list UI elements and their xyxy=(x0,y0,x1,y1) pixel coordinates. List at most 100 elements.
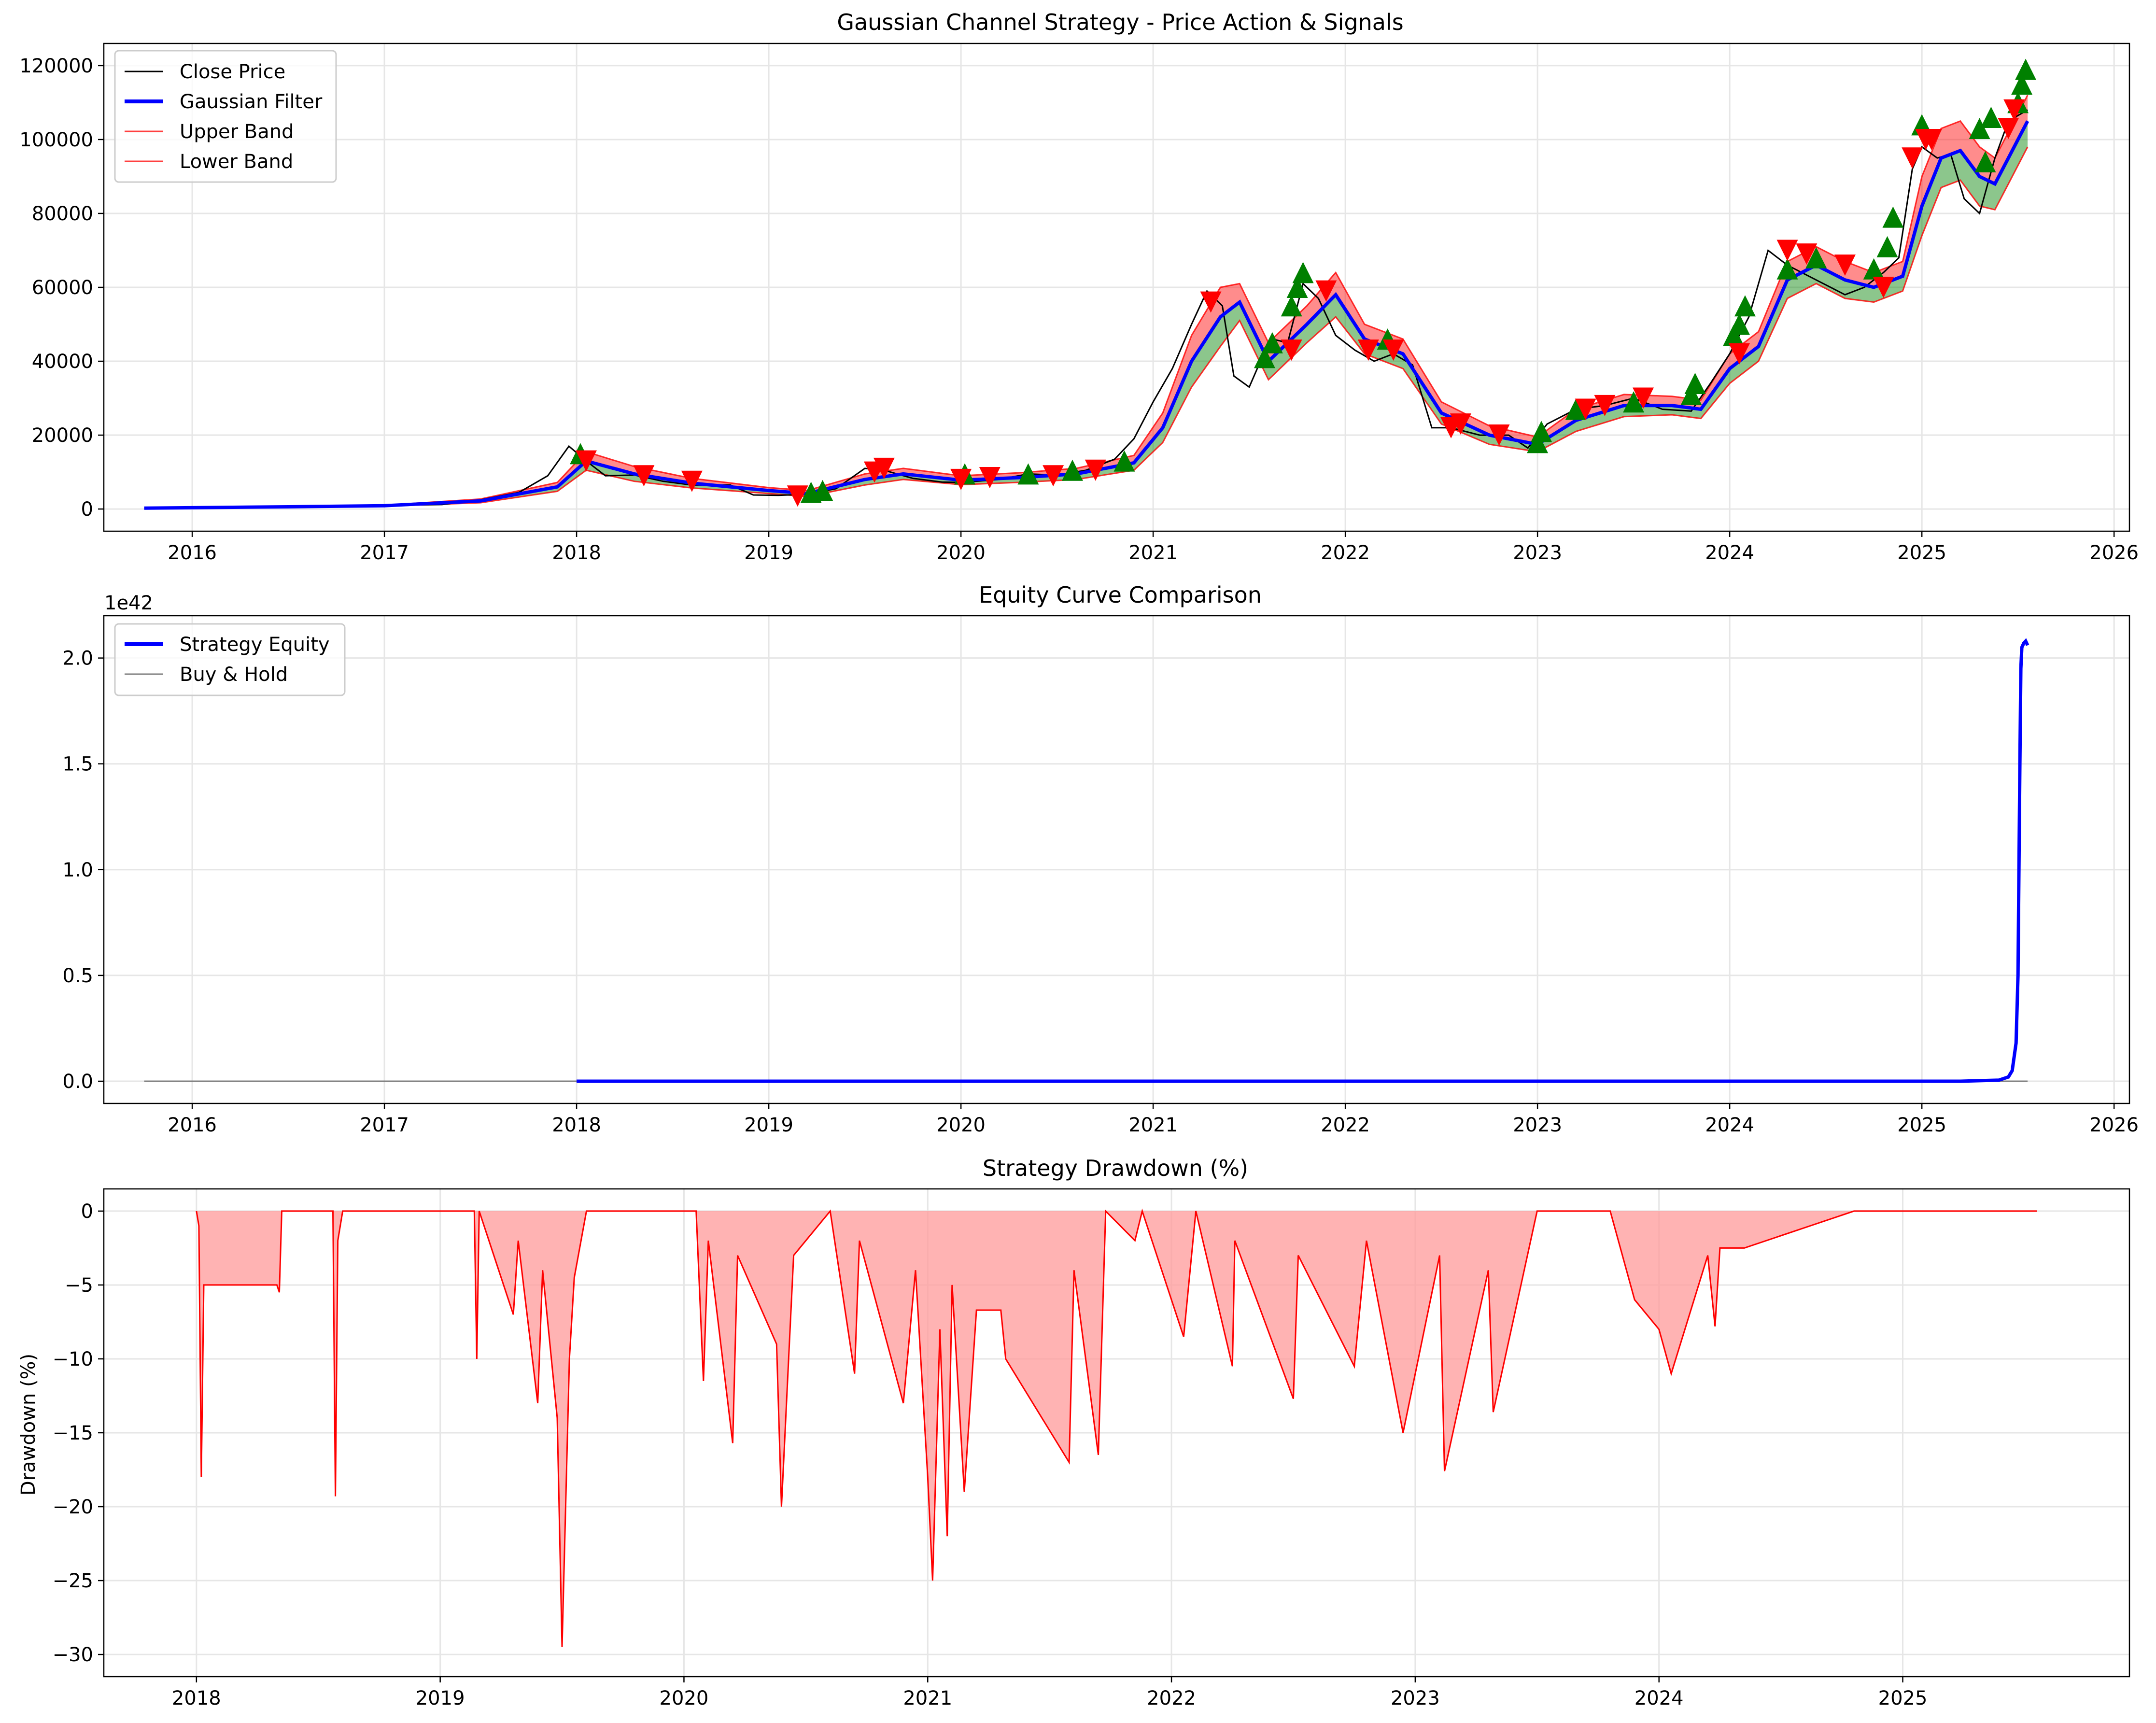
price-y-tick-label: 40000 xyxy=(32,351,93,373)
price-x-tick-label: 2019 xyxy=(744,542,793,564)
price-x-tick-label: 2018 xyxy=(552,542,601,564)
equity-y-tick-label: 2.0 xyxy=(62,648,93,670)
equity-chart-title: Equity Curve Comparison xyxy=(979,582,1262,608)
price-x-tick-label: 2017 xyxy=(360,542,409,564)
drawdown-chart-plot-area: 0 −5 −10 −15 −20 −25 −30 2018 2019 2020 2021 2022 20… xyxy=(53,1188,2130,1709)
sell-signal-marker xyxy=(1085,459,1106,481)
buy-signal-marker xyxy=(1863,258,1885,280)
price-x-tick-label: 2025 xyxy=(1897,542,1946,564)
price-x-tick-label: 2023 xyxy=(1513,542,1562,564)
buy-signal-marker xyxy=(1061,459,1083,481)
sell-signal-marker xyxy=(787,485,808,507)
price-chart-legend: Close Price Gaussian Filter Upper Band L… xyxy=(114,50,337,183)
drawdown-y-tick-label: −25 xyxy=(53,1570,93,1592)
drawdown-axes-frame xyxy=(103,1188,2130,1678)
sell-signal-marker xyxy=(1382,339,1404,361)
buy-signal-marker xyxy=(1281,295,1302,317)
equity-x-tick-label: 2025 xyxy=(1897,1114,1946,1136)
drawdown-x-tick-label: 2024 xyxy=(1635,1687,1684,1709)
buy-signal-marker xyxy=(1565,398,1587,420)
price-y-tick-label: 60000 xyxy=(32,277,93,299)
drawdown-y-tick-label: −30 xyxy=(53,1644,93,1666)
sell-signal-marker xyxy=(1575,398,1596,420)
drawdown-chart-title: Strategy Drawdown (%) xyxy=(983,1155,1248,1181)
price-x-tick-label: 2024 xyxy=(1705,542,1754,564)
sell-signal-marker xyxy=(1873,277,1894,298)
sell-signal-marker xyxy=(681,470,703,492)
drawdown-x-tick-label: 2023 xyxy=(1391,1687,1440,1709)
buy-signal-marker xyxy=(1969,117,1990,139)
equity-x-tick-label: 2018 xyxy=(552,1114,601,1136)
buy-signal-marker xyxy=(1527,432,1549,453)
price-y-tick-label: 120000 xyxy=(19,55,93,77)
buy-signal-marker xyxy=(1113,450,1135,472)
sell-signal-marker xyxy=(1594,395,1616,416)
sell-signal-marker xyxy=(1921,128,1943,150)
lower-band-line xyxy=(144,146,2029,509)
buy-signal-marker xyxy=(1680,383,1702,405)
legend-label-upper-band: Upper Band xyxy=(180,121,294,143)
buy-signal-marker xyxy=(2011,73,2033,95)
sell-signal-marker xyxy=(1998,117,2019,139)
equity-y-tick-label: 1.0 xyxy=(62,859,93,881)
sell-signal-marker xyxy=(1488,424,1510,446)
equity-y-tick-label: 0.5 xyxy=(62,965,93,987)
legend-label-strategy-equity: Strategy Equity xyxy=(180,634,330,656)
drawdown-area xyxy=(196,1211,2037,1647)
buy-signal-marker xyxy=(1876,236,1898,257)
price-y-tick-label: 100000 xyxy=(19,129,93,151)
equity-offset-text: 1e42 xyxy=(104,592,153,614)
buy-signal-marker xyxy=(2015,58,2037,80)
drawdown-x-tick-label: 2025 xyxy=(1878,1687,1928,1709)
price-x-tick-label: 2022 xyxy=(1321,542,1370,564)
buy-signal-marker xyxy=(1623,391,1645,413)
equity-x-tick-label: 2016 xyxy=(168,1114,217,1136)
sell-signal-marker xyxy=(1796,243,1818,265)
sell-signal-marker xyxy=(633,465,655,487)
buy-signal-marker xyxy=(1980,107,2002,128)
sell-signal-marker xyxy=(1357,339,1379,361)
drawdown-y-tick-label: −10 xyxy=(53,1348,93,1370)
drawdown-x-tick-label: 2022 xyxy=(1147,1687,1196,1709)
sell-signal-marker xyxy=(1902,147,1923,169)
legend-label-buy-hold: Buy & Hold xyxy=(180,664,288,686)
buy-signal-marker xyxy=(812,480,833,501)
equity-x-tick-label: 2020 xyxy=(936,1114,986,1136)
equity-x-tick-label: 2022 xyxy=(1321,1114,1370,1136)
drawdown-x-tick-label: 2020 xyxy=(660,1687,709,1709)
sell-signal-marker xyxy=(1633,387,1654,409)
sell-signal-marker xyxy=(1315,280,1337,302)
buy-signal-marker xyxy=(1974,151,1996,172)
legend-label-close-price: Close Price xyxy=(180,61,285,83)
equity-x-tick-label: 2017 xyxy=(360,1114,409,1136)
price-x-tick-label: 2021 xyxy=(1128,542,1178,564)
buy-signal-marker xyxy=(1286,277,1308,298)
drawdown-y-tick-label: 0 xyxy=(81,1200,93,1223)
price-y-tick-label: 20000 xyxy=(32,424,93,447)
sell-signal-marker xyxy=(950,468,972,490)
buy-signal-marker xyxy=(1254,347,1275,368)
drawdown-y-tick-label: −5 xyxy=(65,1274,93,1297)
price-axes-frame xyxy=(103,42,2130,532)
equity-chart-panel: Equity Curve Comparison 1e42 0.0 0.5 1.0 1.… xyxy=(62,582,2139,1136)
price-chart-panel: Gaussian Channel Strategy - Price Action… xyxy=(19,9,2139,564)
drawdown-y-tick-label: −15 xyxy=(53,1422,93,1444)
buy-signal-marker xyxy=(1805,247,1827,268)
sell-signal-marker xyxy=(2003,99,2025,121)
price-x-tick-label: 2016 xyxy=(168,542,217,564)
sell-signal-marker xyxy=(1450,413,1471,435)
equity-chart-legend: Strategy Equity Buy & Hold xyxy=(114,623,346,696)
drawdown-y-tick-label: −20 xyxy=(53,1496,93,1518)
sell-signal-marker xyxy=(1281,339,1302,361)
drawdown-x-tick-label: 2019 xyxy=(416,1687,465,1709)
buy-signal-marker xyxy=(1734,295,1756,317)
price-x-tick-label: 2026 xyxy=(2089,542,2139,564)
sell-signal-marker xyxy=(575,450,597,472)
sell-signal-marker xyxy=(873,457,895,479)
sell-signal-marker xyxy=(1043,465,1064,487)
sell-signal-marker xyxy=(1834,254,1856,276)
legend-label-lower-band: Lower Band xyxy=(180,151,293,173)
equity-chart-plot-area: 0.0 0.5 1.0 1.5 2.0 2016 2017 2018 2019 2020 2021 2… xyxy=(62,615,2139,1136)
buy-signal-marker xyxy=(1729,313,1750,335)
